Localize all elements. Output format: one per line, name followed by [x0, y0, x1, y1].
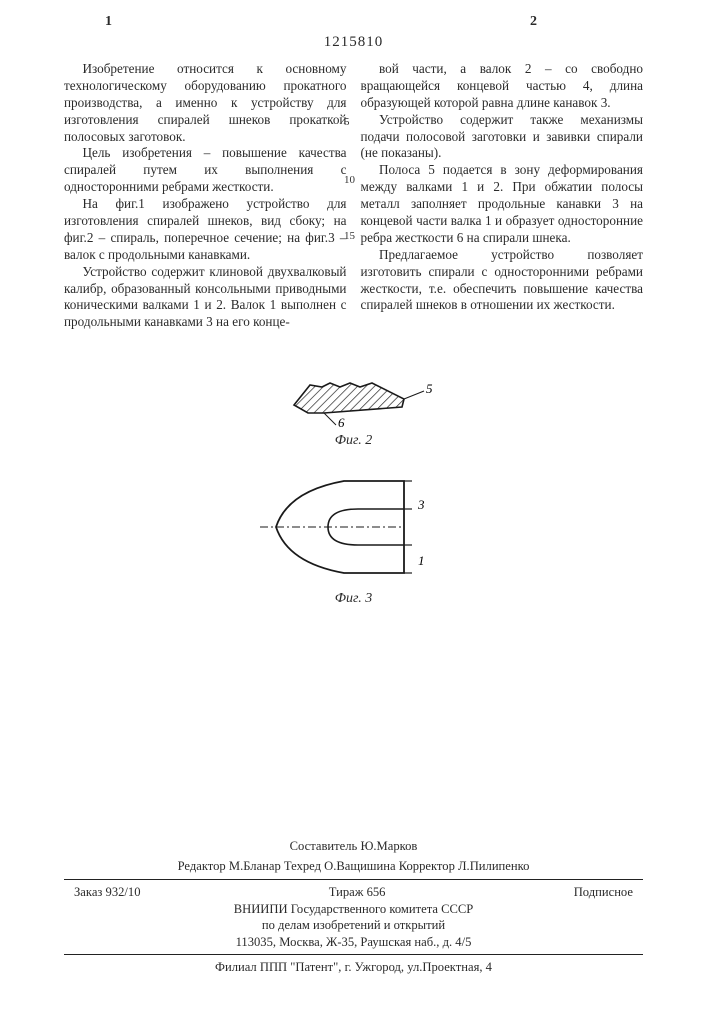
- figures-block: 5 6 Фиг. 2 3 1 Фиг. 3: [0, 369, 707, 607]
- page-number-left: 1: [105, 14, 112, 30]
- text-columns: Изобретение относится к основному технол…: [0, 61, 707, 331]
- footer-org1: ВНИИПИ Государственного комитета СССР: [64, 901, 643, 918]
- line-marker-15: 15: [344, 230, 355, 242]
- paragraph: Устройство содержит клиновой двухвалковы…: [64, 264, 347, 332]
- spiral-cross-section: [294, 383, 404, 413]
- paragraph: Цель изобретения – повышение качества сп…: [64, 145, 347, 196]
- figure-3-label-3: 3: [417, 497, 425, 512]
- footer-order: Заказ 932/10: [74, 884, 141, 901]
- footer-signed: Подписное: [574, 884, 633, 901]
- footer-order-line: Заказ 932/10 Тираж 656 Подписное: [64, 884, 643, 901]
- paragraph: Предлагаемое устройство позволяет изгото…: [361, 247, 644, 315]
- patent-page: 1 2 1215810 5 10 15 Изобретение относитс…: [0, 14, 707, 1014]
- footer-credits: Редактор М.Бланар Техред О.Ващишина Корр…: [64, 858, 643, 875]
- figure-3-caption: Фиг. 3: [0, 591, 707, 607]
- figure-2-label-6: 6: [338, 415, 345, 429]
- figure-3-label-1: 1: [418, 553, 425, 568]
- line-marker-10: 10: [344, 174, 355, 186]
- left-column: Изобретение относится к основному технол…: [64, 61, 347, 331]
- page-number-row: 1 2: [0, 14, 707, 32]
- line-marker-5: 5: [344, 116, 350, 128]
- figure-2-svg: 5 6: [264, 369, 444, 429]
- figure-3-svg: 3 1: [254, 467, 454, 587]
- paragraph: Устройство содержит также механизмы пода…: [361, 112, 644, 163]
- footer-tirazh: Тираж 656: [329, 884, 386, 901]
- footer-rule-2: [64, 954, 643, 955]
- page-number-right: 2: [530, 14, 537, 30]
- paragraph: Полоса 5 подается в зону деформирования …: [361, 162, 644, 246]
- paragraph: Изобретение относится к основному технол…: [64, 61, 347, 145]
- figure-2-label-5: 5: [426, 381, 433, 396]
- footer-branch: Филиал ППП "Патент", г. Ужгород, ул.Прое…: [64, 959, 643, 976]
- document-number: 1215810: [0, 34, 707, 51]
- paragraph: вой части, а валок 2 – со свободно враща…: [361, 61, 644, 112]
- footer-address1: 113035, Москва, Ж-35, Раушская наб., д. …: [64, 934, 643, 951]
- footer-block: Составитель Ю.Марков Редактор М.Бланар Т…: [64, 838, 643, 976]
- footer-compiler: Составитель Ю.Марков: [64, 838, 643, 855]
- footer-org2: по делам изобретений и открытий: [64, 917, 643, 934]
- footer-rule-1: [64, 879, 643, 880]
- figure-2-caption: Фиг. 2: [0, 433, 707, 449]
- paragraph: На фиг.1 изображено устройство для изгот…: [64, 196, 347, 264]
- right-column: вой части, а валок 2 – со свободно враща…: [361, 61, 644, 331]
